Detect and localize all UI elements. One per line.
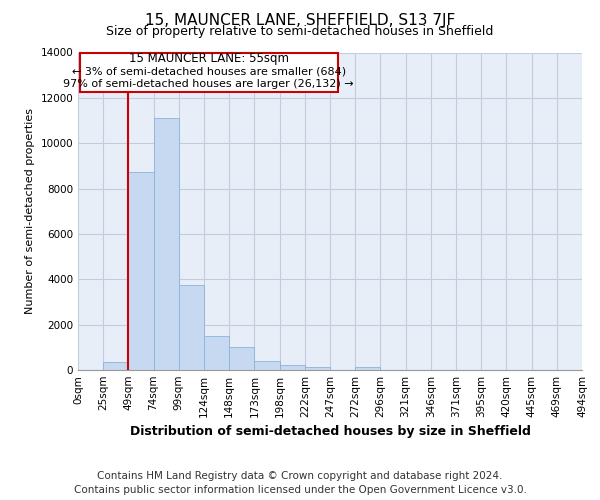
Y-axis label: Number of semi-detached properties: Number of semi-detached properties xyxy=(25,108,35,314)
Bar xyxy=(204,336,229,370)
Bar xyxy=(229,348,254,370)
Bar xyxy=(154,118,179,370)
Bar xyxy=(305,367,330,370)
X-axis label: Distribution of semi-detached houses by size in Sheffield: Distribution of semi-detached houses by … xyxy=(130,426,530,438)
Bar xyxy=(280,365,305,370)
FancyBboxPatch shape xyxy=(80,52,338,92)
Bar xyxy=(128,172,154,370)
Bar xyxy=(254,361,280,370)
Bar xyxy=(103,362,128,370)
Text: 97% of semi-detached houses are larger (26,132) →: 97% of semi-detached houses are larger (… xyxy=(64,79,354,89)
Bar xyxy=(355,367,380,370)
Text: ← 3% of semi-detached houses are smaller (684): ← 3% of semi-detached houses are smaller… xyxy=(72,66,346,76)
Text: Contains HM Land Registry data © Crown copyright and database right 2024.
Contai: Contains HM Land Registry data © Crown c… xyxy=(74,471,526,495)
Text: Size of property relative to semi-detached houses in Sheffield: Size of property relative to semi-detach… xyxy=(106,25,494,38)
Text: 15, MAUNCER LANE, SHEFFIELD, S13 7JF: 15, MAUNCER LANE, SHEFFIELD, S13 7JF xyxy=(145,12,455,28)
Bar xyxy=(179,285,204,370)
Text: 15 MAUNCER LANE: 55sqm: 15 MAUNCER LANE: 55sqm xyxy=(129,52,289,65)
